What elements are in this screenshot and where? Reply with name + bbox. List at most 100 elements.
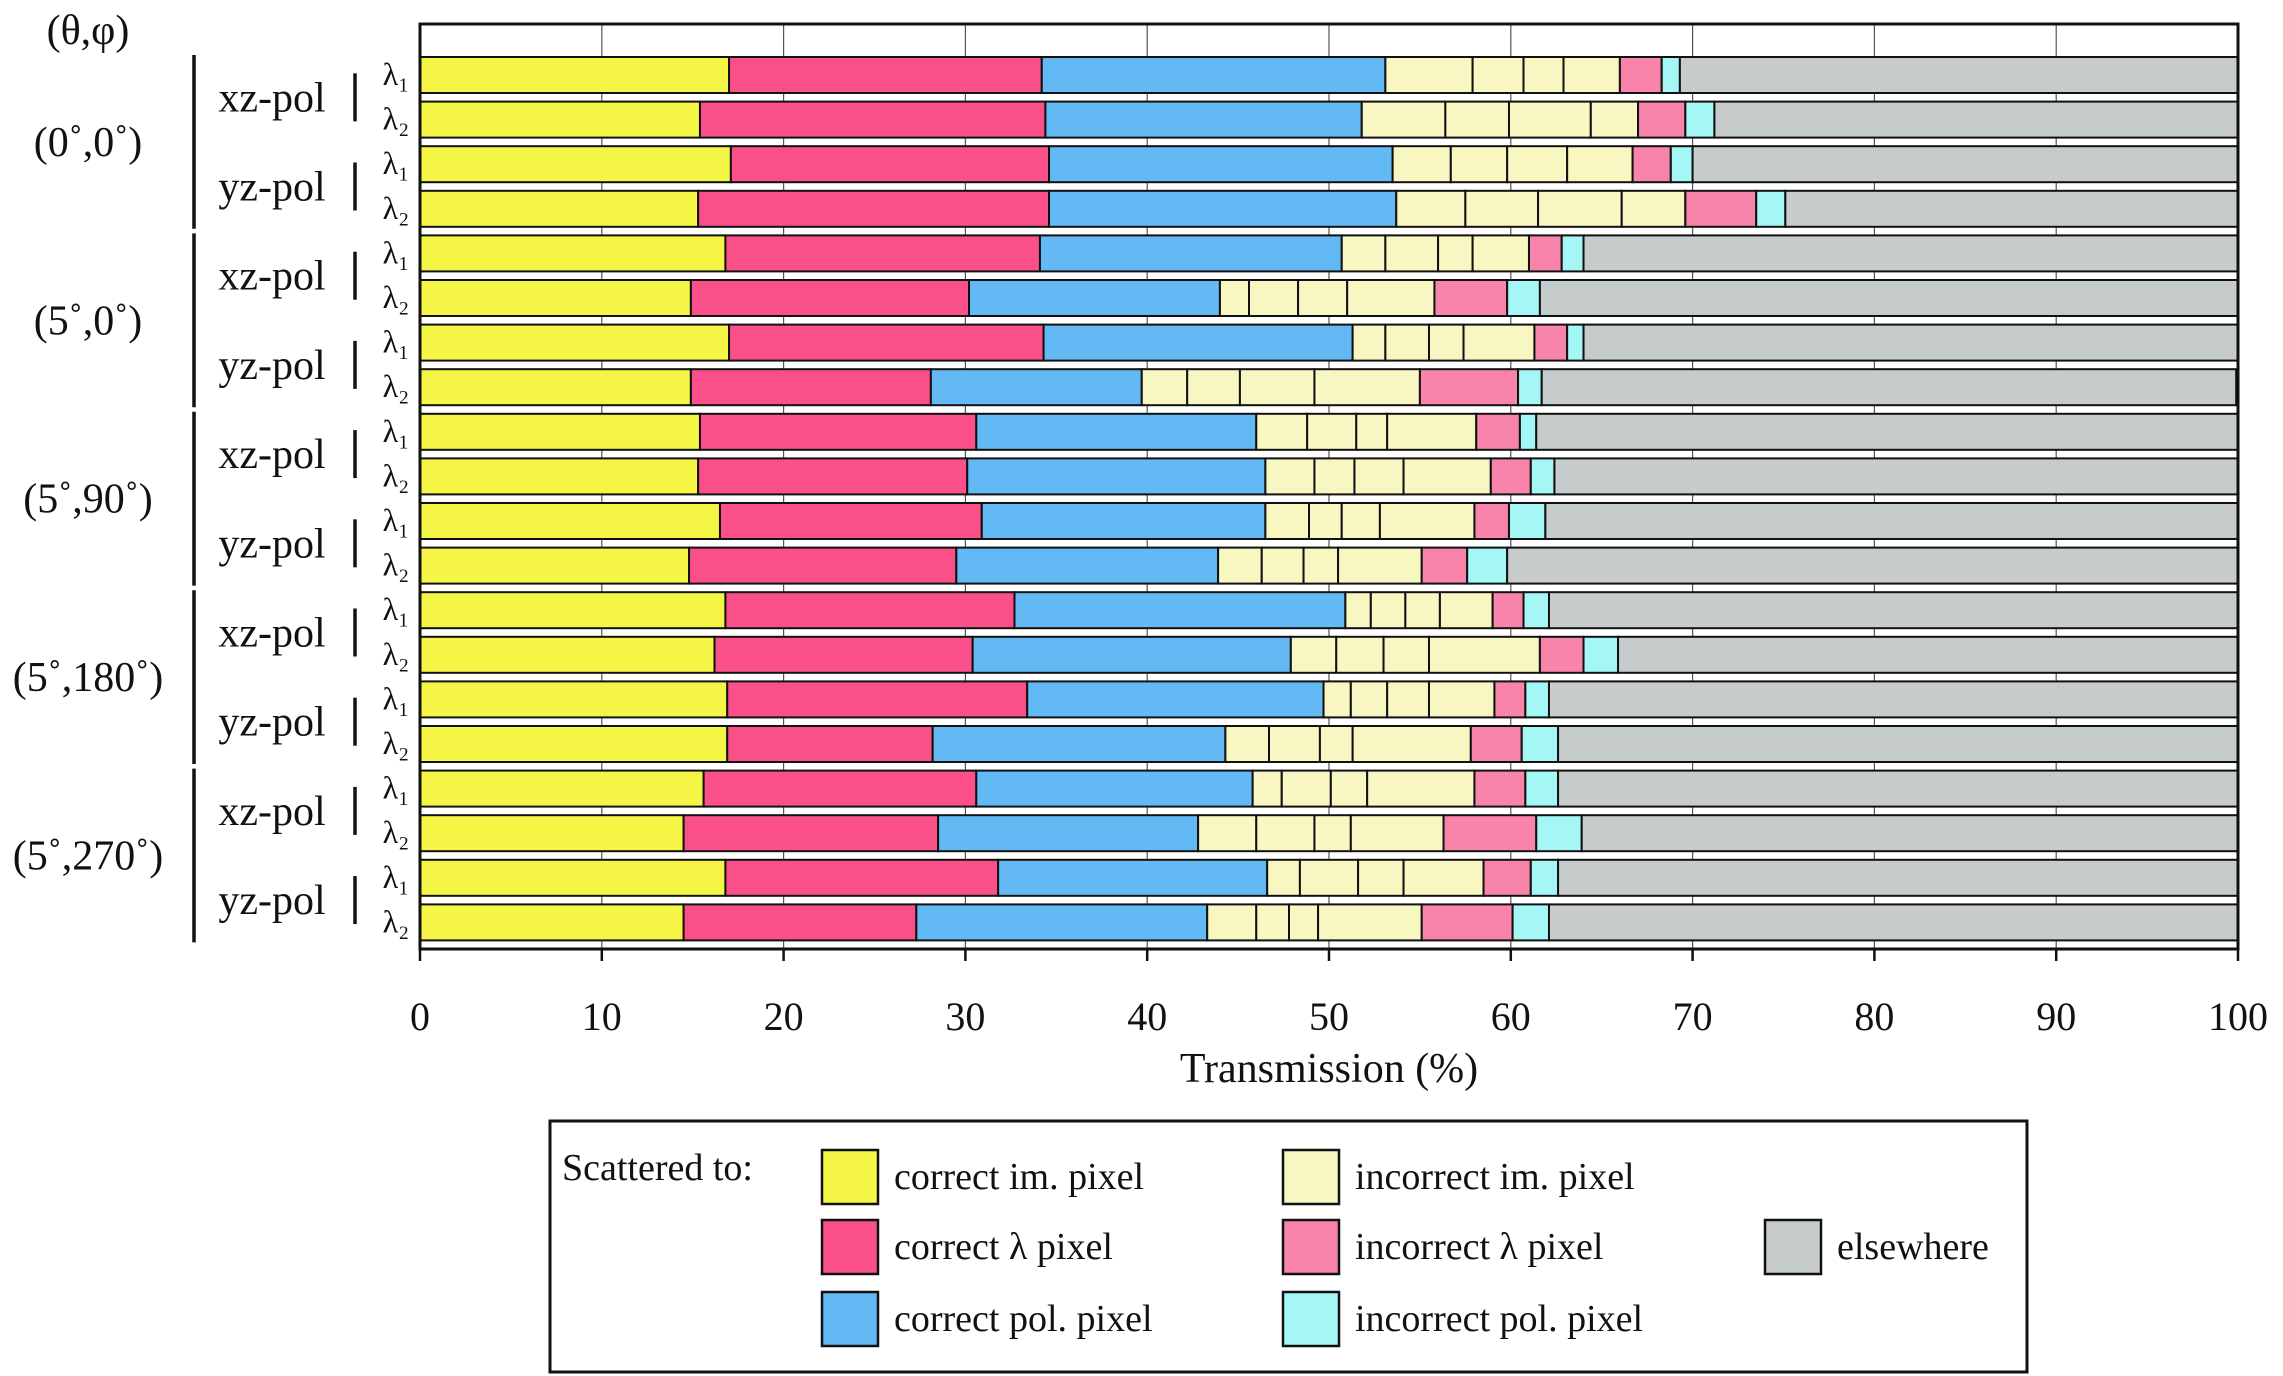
bar-segment-incorrect-pol	[1535, 814, 1583, 853]
legend-label-incorrect-im: incorrect im. pixel	[1355, 1156, 1635, 1198]
bar-segment-incorrect-im	[1566, 145, 1634, 184]
bar-segment-correct-lambda	[728, 56, 1043, 94]
bar-segment-incorrect-im	[1206, 903, 1258, 942]
bar-segment-incorrect-im	[1437, 234, 1474, 273]
bar-segment-correct-im	[419, 279, 692, 317]
bar-segment-correct-pol	[1044, 100, 1363, 139]
bar-segment-incorrect-im	[1318, 725, 1354, 763]
wavelength-label: λ₁	[383, 324, 410, 360]
bar-segment-incorrect-im	[1360, 100, 1447, 139]
bar-segment-incorrect-pol	[1522, 591, 1550, 630]
bar-segment-incorrect-im	[1471, 234, 1530, 273]
bar-segment-incorrect-im	[1313, 457, 1356, 496]
bar-segment-incorrect-pol	[1529, 457, 1556, 496]
pol-label: xz-pol	[218, 789, 325, 835]
legend-label-correct-lambda: correct λ pixel	[894, 1226, 1113, 1268]
bar-segment-incorrect-im	[1384, 234, 1440, 273]
legend-title: Scattered to:	[562, 1147, 753, 1189]
wavelength-label: λ₁	[383, 680, 410, 716]
x-tick-label-0: 0	[410, 994, 430, 1039]
bar-segment-incorrect-pol	[1524, 680, 1550, 719]
wavelength-label: λ₂	[383, 814, 410, 850]
bar-segment-incorrect-im	[1260, 546, 1305, 585]
bar-segment-elsewhere	[1553, 457, 2239, 496]
bar-segment-correct-lambda	[726, 725, 934, 763]
bar-segment-incorrect-im	[1427, 680, 1496, 719]
wavelength-label: λ₂	[383, 903, 410, 939]
wavelength-label: λ₁	[383, 234, 410, 270]
bar-segment-incorrect-lambda	[1420, 546, 1469, 585]
bar-segment-incorrect-im	[1351, 323, 1387, 362]
bar-segment-incorrect-im	[1386, 412, 1478, 451]
wavelength-label: λ₂	[383, 190, 410, 226]
bar-segment-incorrect-lambda	[1489, 457, 1532, 496]
bar-segment-correct-pol	[931, 725, 1227, 763]
bar-segment-elsewhere	[1784, 189, 2239, 228]
bar-segment-incorrect-pol	[1520, 725, 1560, 763]
bar-segment-correct-pol	[937, 814, 1200, 853]
bar-segment-correct-pol	[1048, 189, 1398, 228]
bar-segment-incorrect-im	[1238, 368, 1316, 407]
bar-segment-correct-pol	[966, 457, 1267, 496]
bar-segment-correct-im	[419, 457, 700, 496]
bar-segment-incorrect-pol	[1507, 502, 1547, 540]
legend-swatch-correct-lambda	[820, 1218, 880, 1276]
wavelength-label: λ₁	[383, 502, 410, 538]
wavelength-label: λ₂	[383, 725, 410, 761]
bar-segment-correct-lambda	[689, 368, 932, 407]
bar-segment-incorrect-im	[1537, 189, 1623, 228]
bar-segment-correct-pol	[980, 502, 1267, 540]
bar-segment-incorrect-im	[1322, 680, 1352, 719]
bar-segment-incorrect-pol	[1582, 635, 1620, 674]
bar-stack-area	[419, 56, 2240, 942]
bar-segment-incorrect-im	[1620, 189, 1687, 228]
bar-segment-incorrect-lambda	[1473, 769, 1527, 808]
bar-segment-incorrect-pol	[1660, 56, 1681, 94]
bar-segment-incorrect-lambda	[1538, 635, 1585, 674]
x-tick-label-50: 50	[1309, 994, 1349, 1039]
bar-segment-incorrect-im	[1507, 100, 1592, 139]
bar-segment-incorrect-im	[1464, 189, 1540, 228]
bar-segment-elsewhere	[1538, 279, 2239, 317]
bar-segment-incorrect-im	[1589, 100, 1640, 139]
bar-segment-incorrect-im	[1251, 769, 1283, 808]
x-tick-label-90: 90	[2036, 994, 2076, 1039]
bar-segment-correct-pol	[929, 368, 1143, 407]
bar-segment-elsewhere	[1506, 546, 2239, 585]
bar-segment-incorrect-im	[1297, 279, 1349, 317]
bar-segment-incorrect-pol	[1560, 234, 1585, 273]
pol-label: yz-pol	[218, 165, 325, 211]
wavelength-label: λ₂	[383, 457, 410, 493]
bar-segment-correct-im	[419, 145, 732, 184]
bar-segment-correct-pol	[1048, 145, 1394, 184]
bar-segment-incorrect-pol	[1517, 368, 1543, 407]
bar-segment-incorrect-lambda	[1475, 412, 1521, 451]
bar-segment-incorrect-pol	[1684, 100, 1716, 139]
bar-segment-incorrect-im	[1378, 502, 1476, 540]
bar-segment-correct-lambda	[724, 234, 1041, 273]
bar-segment-correct-pol	[915, 903, 1209, 942]
bar-segment-incorrect-im	[1255, 412, 1309, 451]
bar-segment-incorrect-im	[1351, 725, 1472, 763]
bar-segment-incorrect-lambda	[1418, 368, 1520, 407]
bar-segment-elsewhere	[1557, 725, 2239, 763]
bar-segment-incorrect-im	[1266, 858, 1301, 897]
bar-segment-correct-im	[419, 546, 691, 585]
bar-segment-correct-pol	[1040, 56, 1387, 94]
bar-segment-correct-lambda	[682, 814, 940, 853]
legend-swatch-incorrect-im	[1281, 1148, 1341, 1206]
bar-segment-elsewhere	[1535, 412, 2239, 451]
wavelength-label: λ₁	[383, 591, 410, 627]
legend-swatch-correct-im	[820, 1148, 880, 1206]
legend-swatch-incorrect-pol	[1281, 1290, 1341, 1348]
bar-segment-elsewhere	[1557, 858, 2239, 897]
bar-segment-incorrect-im	[1308, 502, 1343, 540]
bar-segment-correct-lambda	[724, 591, 1016, 630]
bar-segment-elsewhere	[1691, 145, 2239, 184]
legend-label-elsewhere: elsewhere	[1837, 1226, 1989, 1268]
wavelength-label: λ₂	[383, 547, 410, 583]
pol-label: yz-pol	[218, 343, 325, 389]
bar-segment-correct-lambda	[713, 635, 974, 674]
bar-segment-elsewhere	[1580, 814, 2239, 853]
bar-segment-elsewhere	[1547, 591, 2239, 630]
